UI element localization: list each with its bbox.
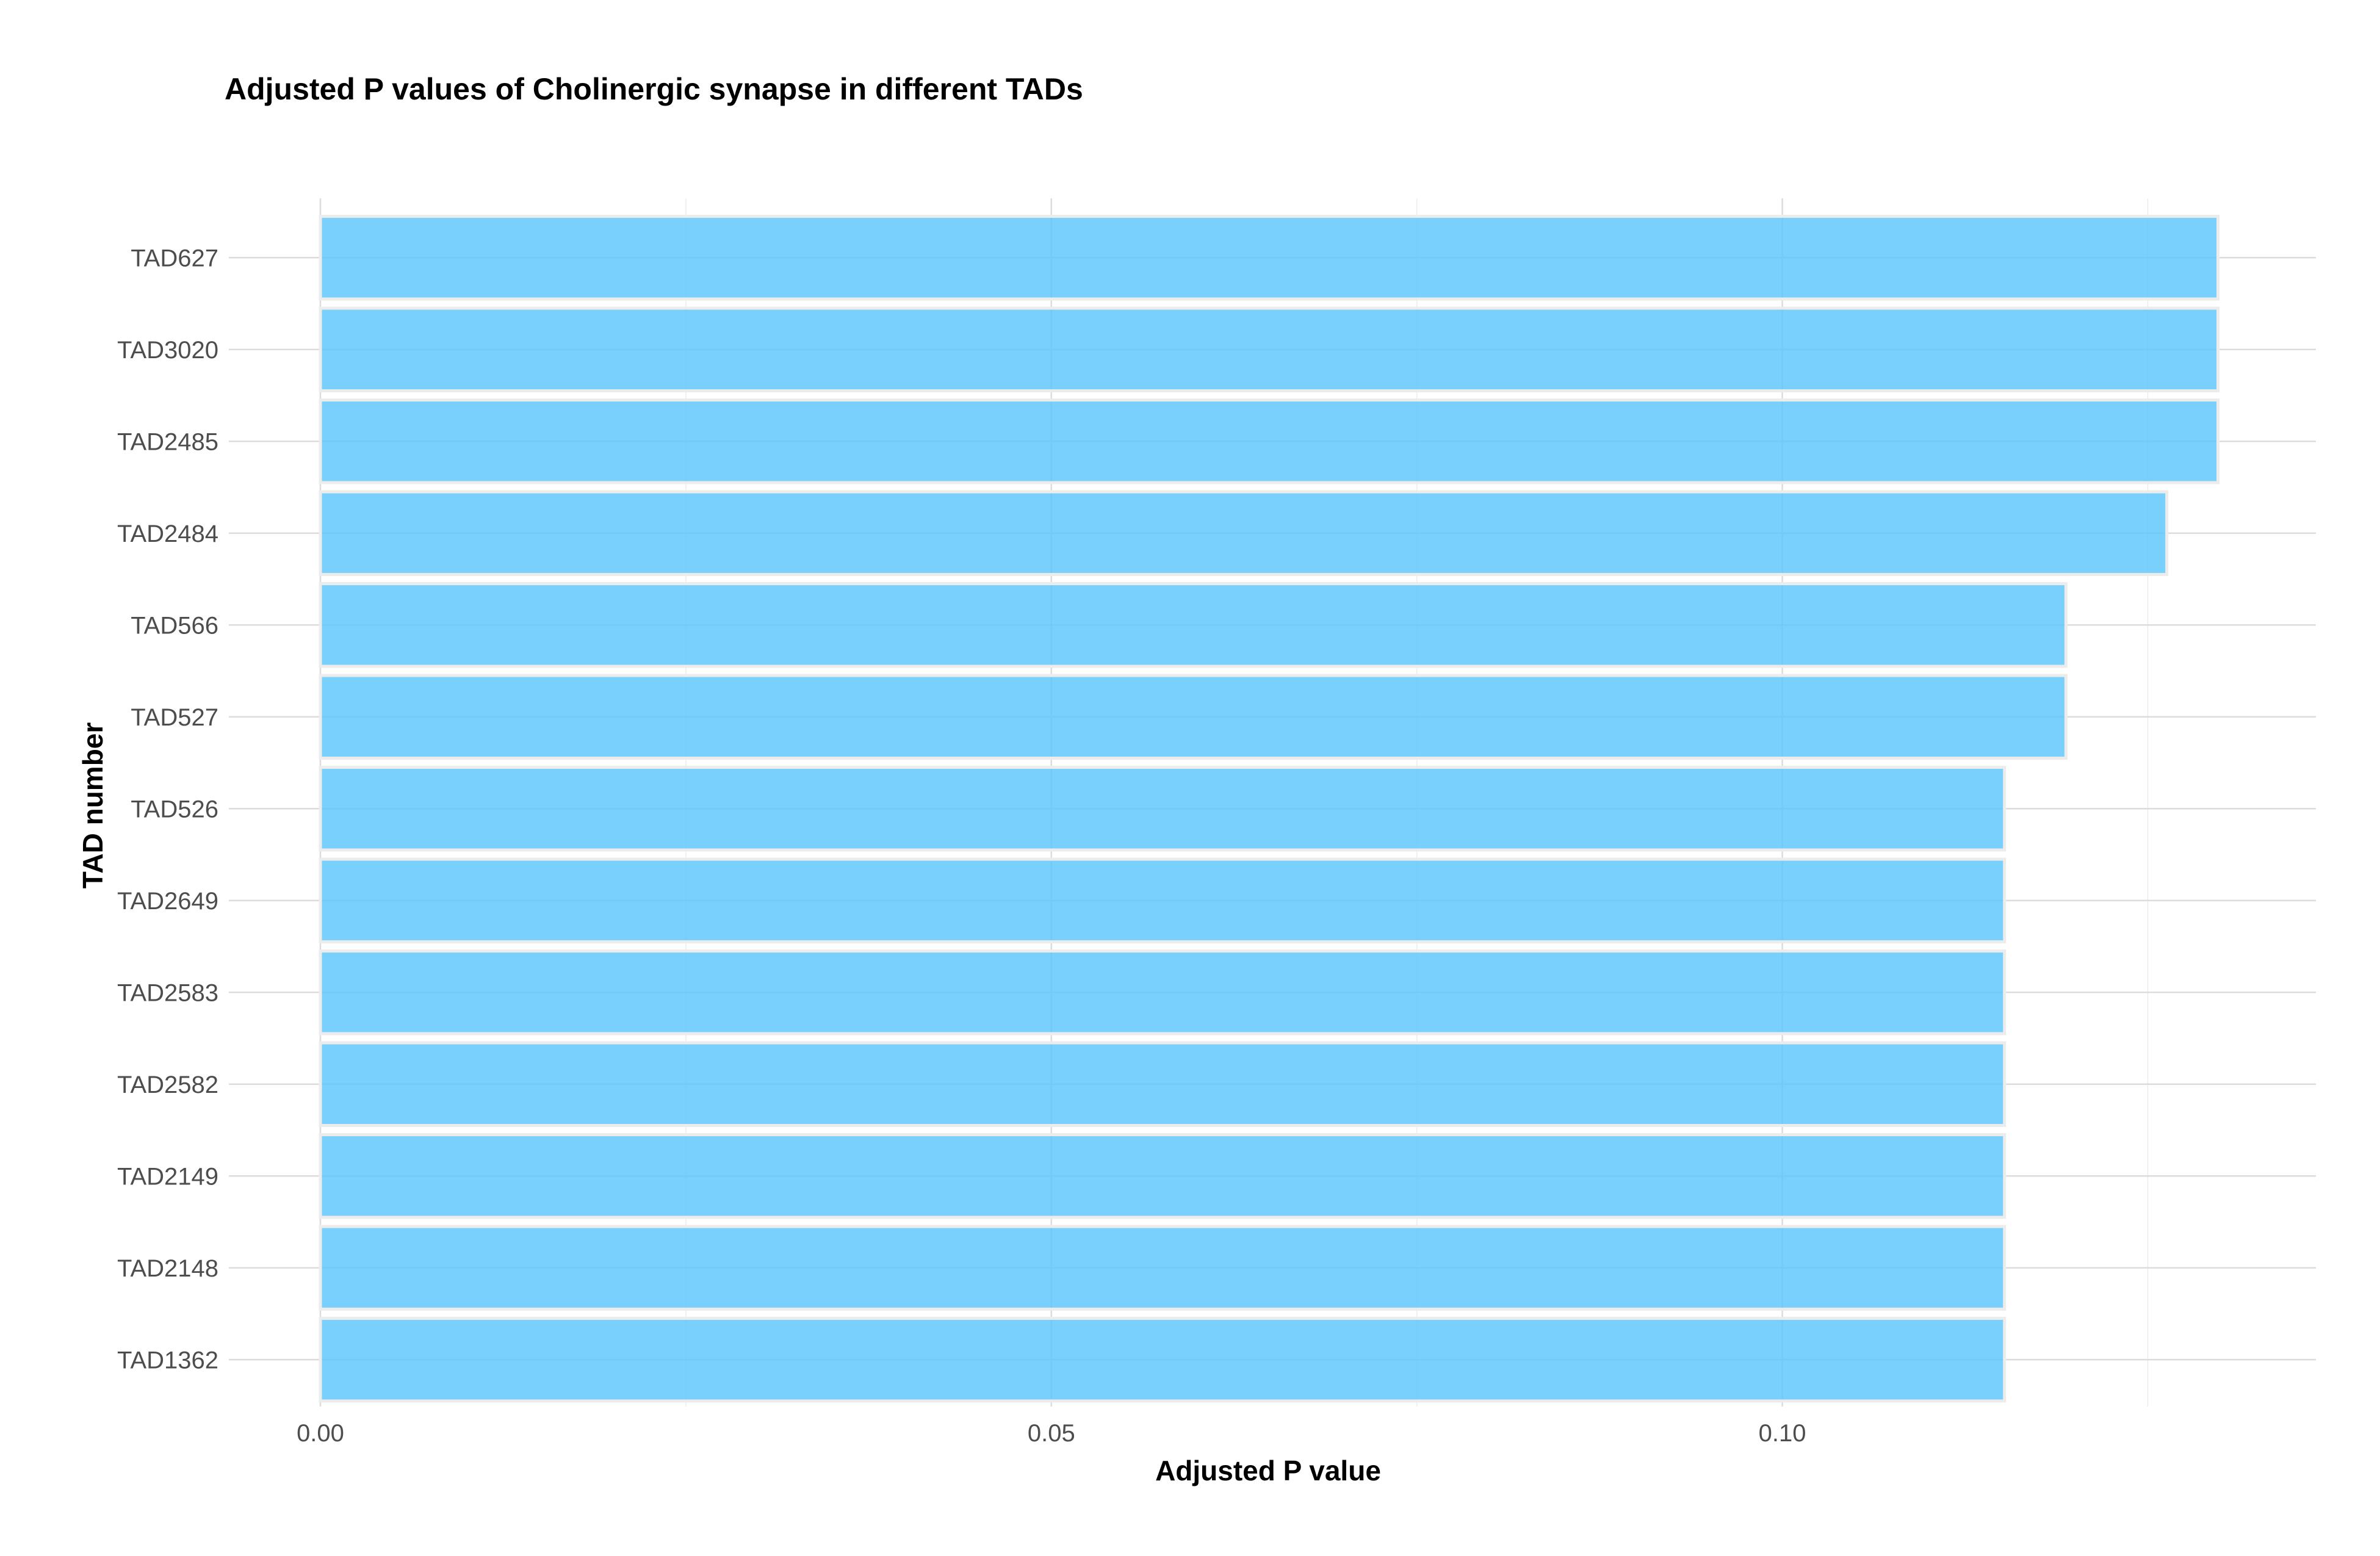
bar-TAD2583 <box>319 949 2007 1036</box>
bars <box>319 215 2220 1403</box>
y-tick-labels: TAD627 TAD3020 TAD2485 TAD2484 TAD566 TAD527 T… <box>117 245 218 1374</box>
bar-TAD2148 <box>319 1225 2007 1311</box>
bar-TAD627 <box>319 215 2220 301</box>
x-axis-title: Adjusted P value <box>1155 1455 1381 1486</box>
x-tick-label: 0.00 <box>297 1420 344 1447</box>
y-tick-label: TAD2149 <box>117 1163 218 1190</box>
bar-TAD2149 <box>319 1133 2007 1219</box>
x-tick-label: 0.10 <box>1759 1420 1806 1447</box>
y-tick-label: TAD2148 <box>117 1255 218 1282</box>
bar-TAD526 <box>319 766 2007 852</box>
x-tick-labels: 0.00 0.05 0.10 <box>297 1420 1806 1447</box>
y-tick-label: TAD527 <box>131 704 218 731</box>
y-tick-label: TAD526 <box>131 796 218 823</box>
y-tick-label: TAD3020 <box>117 337 218 364</box>
bar-TAD2484 <box>319 490 2169 576</box>
x-tick-label: 0.05 <box>1028 1420 1075 1447</box>
y-axis-title: TAD number <box>77 722 109 889</box>
bar-TAD2582 <box>319 1041 2007 1127</box>
bar-TAD527 <box>319 674 2068 760</box>
bar-TAD2649 <box>319 857 2007 943</box>
bar-TAD1362 <box>319 1317 2007 1403</box>
y-tick-label: TAD566 <box>131 612 218 639</box>
y-tick-label: TAD2582 <box>117 1072 218 1098</box>
y-tick-label: TAD1362 <box>117 1347 218 1374</box>
y-tick-label: TAD2649 <box>117 888 218 915</box>
y-tick-label: TAD627 <box>131 245 218 272</box>
bar-TAD566 <box>319 582 2068 668</box>
bar-TAD3020 <box>319 306 2220 392</box>
y-tick-label: TAD2583 <box>117 979 218 1006</box>
y-tick-label: TAD2484 <box>117 520 218 547</box>
chart-title: Adjusted P values of Cholinergic synapse… <box>225 72 1083 106</box>
y-tick-label: TAD2485 <box>117 428 218 455</box>
bar-TAD2485 <box>319 398 2220 484</box>
